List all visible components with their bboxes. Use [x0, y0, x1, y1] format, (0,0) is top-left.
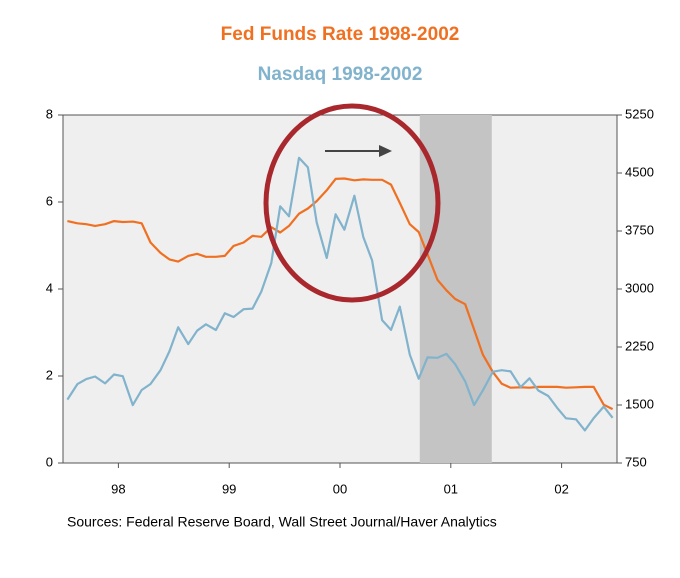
y2-tick-label: 1500	[625, 396, 654, 411]
chart-subtitle: Nasdaq 1998-2002	[258, 64, 423, 85]
highlight-circle	[263, 103, 441, 303]
series-line	[66, 156, 614, 432]
plot-area	[62, 114, 618, 464]
chart-title: Fed Funds Rate 1998-2002	[221, 24, 460, 45]
y-tick-label: 6	[46, 193, 53, 208]
y-tick-label: 0	[46, 454, 53, 469]
y2-tick-label: 4500	[625, 164, 654, 179]
y-tick-label: 8	[46, 106, 53, 121]
series-line	[67, 177, 614, 411]
x-tick-label: 98	[111, 481, 125, 496]
x-tick-label: 00	[333, 481, 347, 496]
y-tick-label: 4	[46, 280, 53, 295]
x-tick-label: 99	[222, 481, 236, 496]
y2-tick-label: 3000	[625, 280, 654, 295]
x-tick-label: 01	[444, 481, 458, 496]
y2-tick-label: 5250	[625, 106, 654, 121]
x-tick-label: 02	[554, 481, 568, 496]
y2-tick-label: 3750	[625, 222, 654, 237]
y2-tick-label: 750	[625, 454, 647, 469]
arrow-head	[379, 145, 392, 157]
source-note: Sources: Federal Reserve Board, Wall Str…	[67, 514, 497, 530]
y2-tick-label: 2250	[625, 338, 654, 353]
y-tick-label: 2	[46, 367, 53, 382]
